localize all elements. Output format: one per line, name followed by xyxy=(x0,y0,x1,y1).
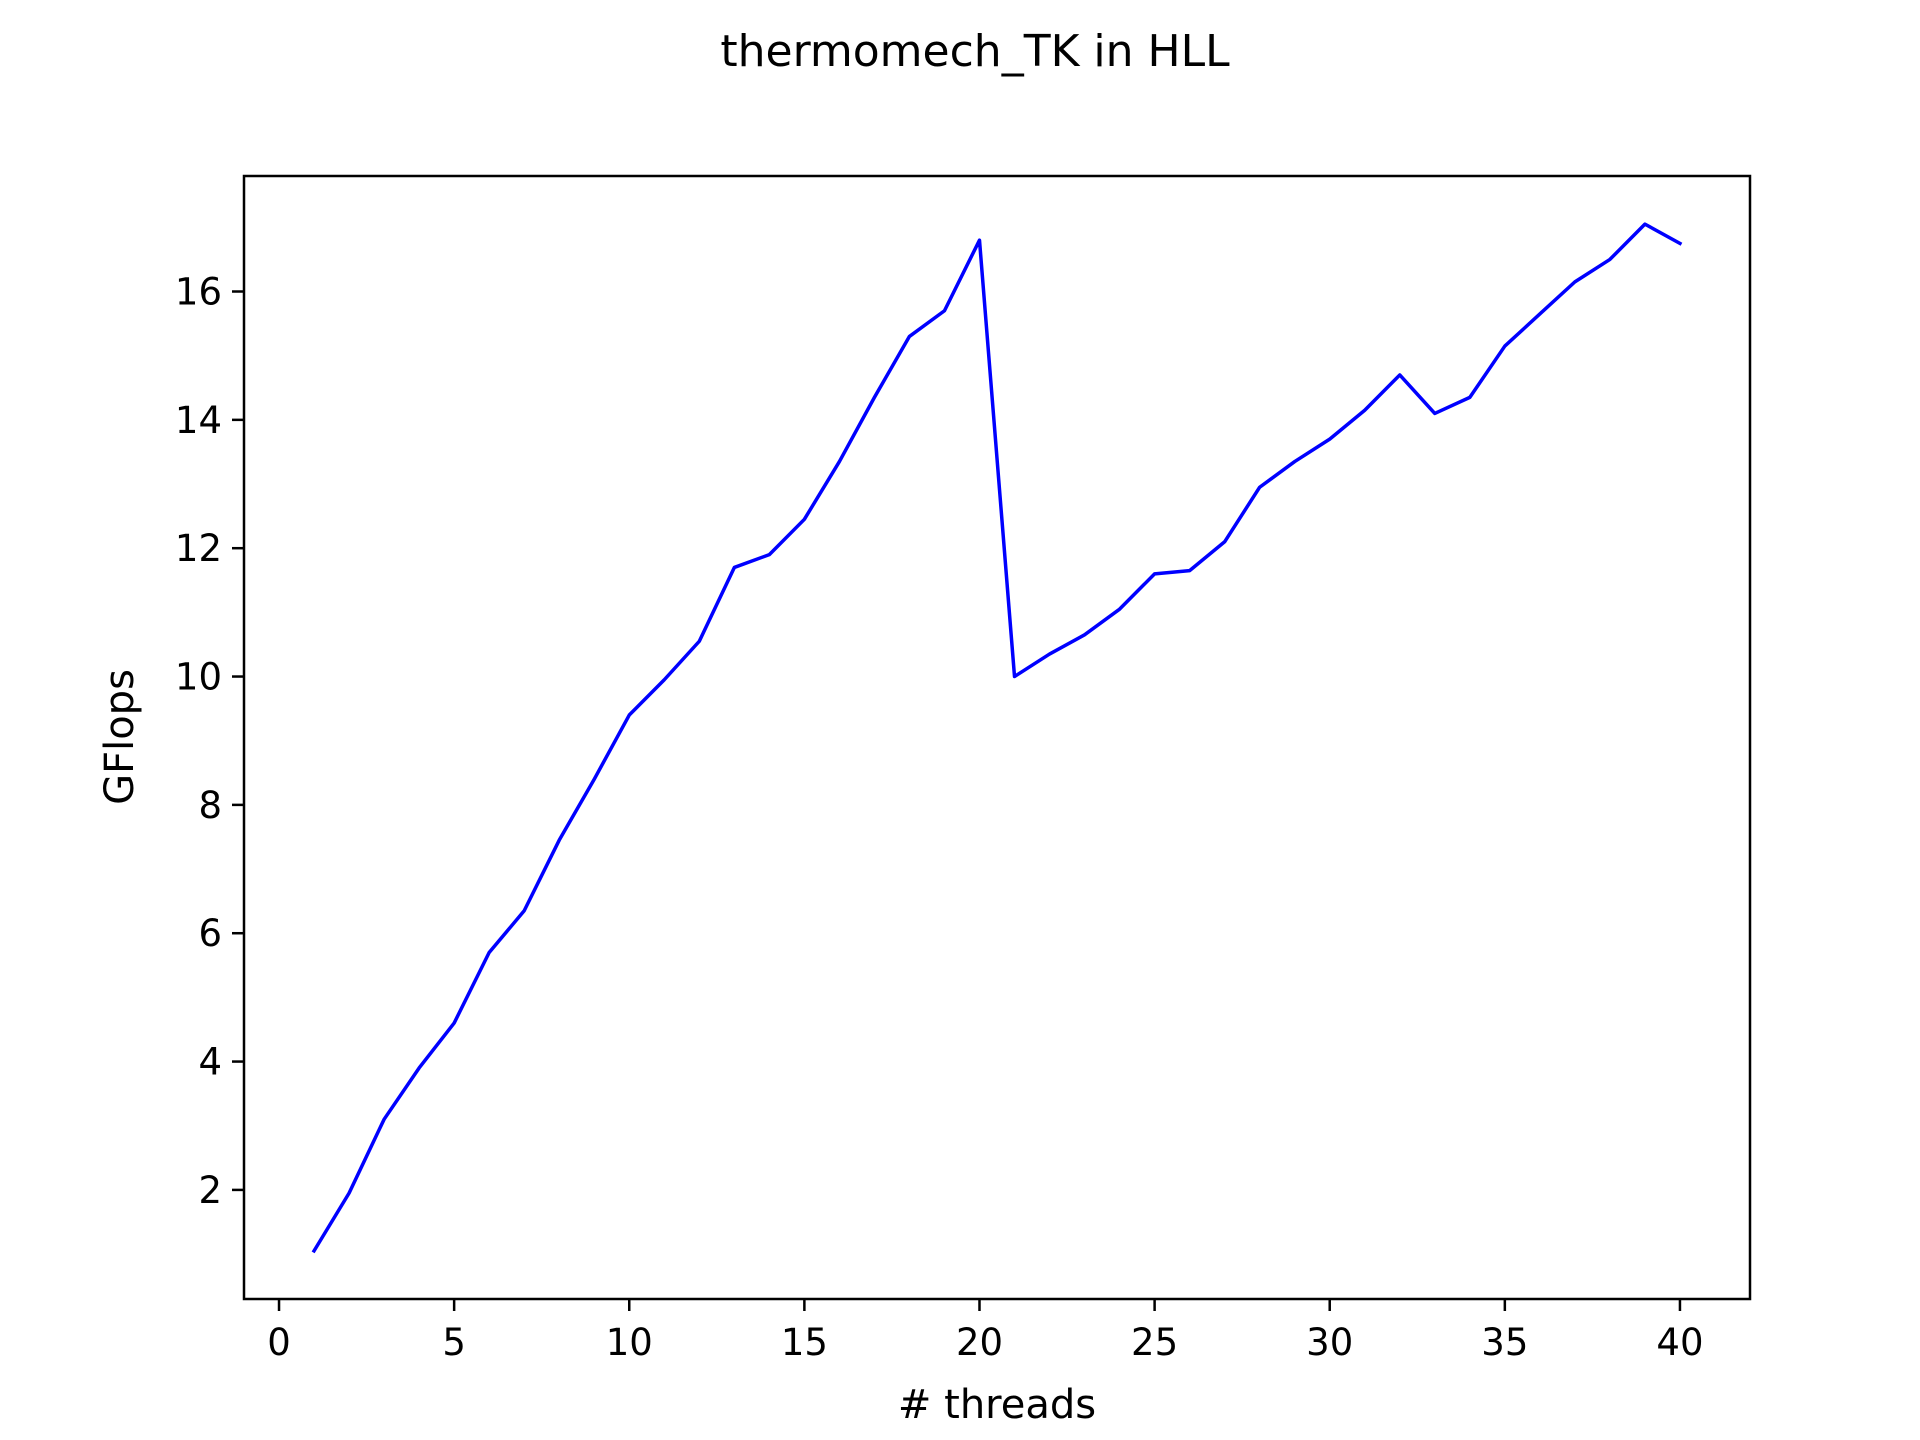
x-tick-label: 0 xyxy=(267,1321,291,1364)
y-tick-label: 2 xyxy=(198,1169,222,1212)
x-tick-label: 10 xyxy=(606,1321,653,1364)
y-tick-label: 12 xyxy=(175,527,222,570)
y-tick-label: 10 xyxy=(175,656,222,699)
y-tick-label: 14 xyxy=(175,399,222,442)
x-tick-label: 30 xyxy=(1306,1321,1353,1364)
x-tick-label: 5 xyxy=(442,1321,466,1364)
plot-area-frame xyxy=(242,174,1752,1301)
x-tick-label: 25 xyxy=(1131,1321,1178,1364)
x-tick-label: 20 xyxy=(956,1321,1003,1364)
chart-title: thermomech_TK in HLL xyxy=(720,26,1230,77)
series-group xyxy=(311,222,1683,1254)
x-tick-label: 15 xyxy=(781,1321,828,1364)
y-tick-label: 6 xyxy=(198,912,222,955)
series-line-1 xyxy=(311,222,1683,1254)
y-axis-label: GFlops xyxy=(97,669,143,805)
x-tick-label: 35 xyxy=(1481,1321,1528,1364)
y-tick-label: 4 xyxy=(198,1041,222,1084)
y-tick-label: 16 xyxy=(175,271,222,314)
x-axis-label: # threads xyxy=(898,1382,1096,1428)
y-axis: 2 4 6 8 10 12 14 16 xyxy=(175,271,244,1212)
x-tick-label: 40 xyxy=(1656,1321,1703,1364)
y-tick-label: 8 xyxy=(198,784,222,827)
x-axis: 0 5 10 15 20 25 30 35 40 xyxy=(267,1299,1704,1364)
